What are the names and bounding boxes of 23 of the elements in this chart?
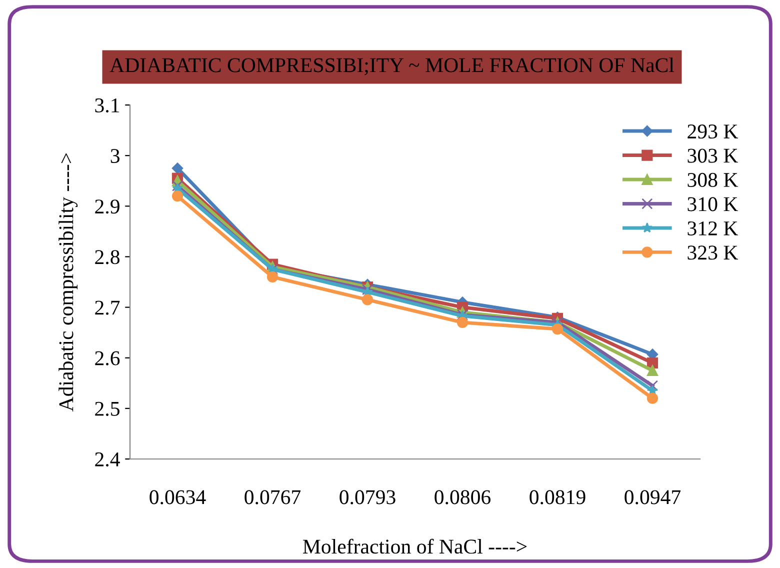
- x-tick-label: 0.0767: [244, 490, 301, 504]
- y-tick-label: 3: [110, 149, 120, 164]
- legend-label: 323 K: [688, 246, 738, 260]
- x-tick-label: 0.0634: [150, 490, 206, 504]
- y-tick-label: 3.1: [95, 98, 120, 113]
- y-axis-title: Adiabatic compressibility ---->: [58, 153, 78, 412]
- x-tick-label: 0.0793: [340, 490, 396, 504]
- x-tick-label: 0.0819: [530, 490, 586, 504]
- y-tick-label: 2.8: [95, 250, 120, 264]
- y-tick-label: 2.7: [95, 300, 120, 315]
- x-axis-title: Molefraction of NaCl ---->: [302, 538, 527, 554]
- legend-label: 293 K: [688, 124, 738, 139]
- y-tick-label: 2.4: [95, 452, 120, 467]
- legend-label: 310 K: [688, 197, 738, 212]
- x-tick-label: 0.0947: [624, 490, 681, 504]
- y-tick-label: 2.9: [95, 200, 120, 214]
- legend-label: 303 K: [688, 148, 738, 163]
- chart-title: ADIABATIC COMPRESSIBI;ITY ~ MOLE FRACTION OF NaCl: [110, 58, 674, 76]
- legend-label: 312 K: [688, 221, 738, 236]
- y-tick-label: 2.6: [95, 351, 120, 366]
- legend-label: 308 K: [688, 172, 738, 187]
- y-tick-label: 2.5: [95, 402, 120, 416]
- x-tick-label: 0.0806: [434, 490, 491, 504]
